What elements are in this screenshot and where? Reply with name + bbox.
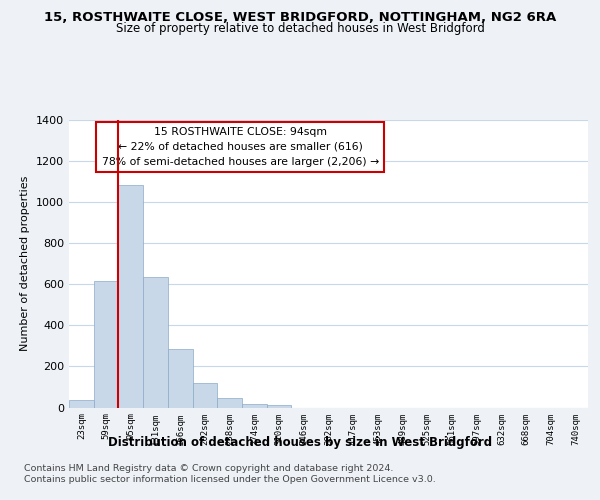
Text: 15 ROSTHWAITE CLOSE: 94sqm
← 22% of detached houses are smaller (616)
78% of sem: 15 ROSTHWAITE CLOSE: 94sqm ← 22% of deta…: [101, 127, 379, 167]
Bar: [118, 184, 143, 408]
Text: 15, ROSTHWAITE CLOSE, WEST BRIDGFORD, NOTTINGHAM, NG2 6RA: 15, ROSTHWAITE CLOSE, WEST BRIDGFORD, NO…: [44, 11, 556, 24]
Bar: [267, 406, 292, 407]
Bar: [168, 349, 193, 408]
Bar: [242, 404, 267, 407]
Text: Size of property relative to detached houses in West Bridgford: Size of property relative to detached ho…: [116, 22, 484, 35]
Bar: [143, 277, 168, 407]
Bar: [69, 400, 94, 407]
Bar: [193, 383, 217, 407]
Y-axis label: Number of detached properties: Number of detached properties: [20, 176, 31, 352]
Text: Contains HM Land Registry data © Crown copyright and database right 2024.: Contains HM Land Registry data © Crown c…: [24, 464, 394, 473]
Text: Contains public sector information licensed under the Open Government Licence v3: Contains public sector information licen…: [24, 475, 436, 484]
Bar: [217, 398, 242, 407]
Bar: [94, 281, 118, 407]
Text: Distribution of detached houses by size in West Bridgford: Distribution of detached houses by size …: [108, 436, 492, 449]
